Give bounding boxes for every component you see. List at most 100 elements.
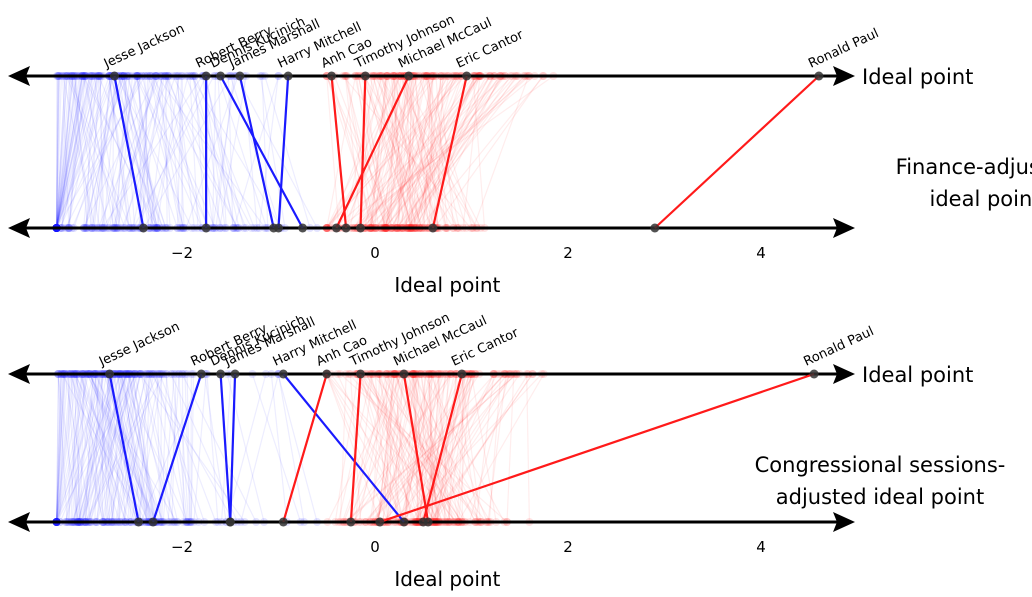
background-link: [151, 373, 235, 523]
background-link: [368, 75, 423, 229]
background-link: [55, 75, 83, 229]
background-link: [62, 75, 70, 229]
background-link: [108, 75, 129, 229]
background-link: [102, 373, 124, 523]
background-link: [360, 75, 449, 229]
background-link: [127, 373, 155, 523]
background-link: [385, 75, 448, 229]
background-link: [156, 373, 161, 523]
highlight-point-ideal: [356, 369, 366, 379]
background-link: [390, 75, 480, 229]
background-link: [357, 75, 457, 229]
background-link: [80, 373, 139, 523]
bottom-axis-label: adjusted ideal point: [776, 485, 984, 509]
background-link: [127, 75, 161, 229]
background-link: [410, 373, 498, 523]
background-link: [73, 373, 95, 523]
background-link: [55, 75, 66, 229]
background-link: [150, 75, 210, 229]
background-link: [389, 373, 392, 523]
background-link: [141, 75, 185, 229]
background-link: [79, 373, 85, 523]
background-link: [343, 373, 518, 523]
background-link: [55, 75, 68, 229]
background-link: [215, 75, 235, 229]
background-link: [159, 373, 217, 523]
background-link: [55, 373, 78, 523]
background-link: [55, 75, 59, 229]
background-link: [414, 75, 434, 229]
background-link: [55, 75, 87, 229]
background-link: [420, 373, 426, 523]
background-link: [277, 373, 305, 523]
background-link: [227, 75, 234, 229]
background-link: [326, 75, 397, 229]
background-link: [149, 75, 181, 229]
background-link: [402, 373, 455, 523]
background-link: [387, 75, 410, 229]
background-link: [177, 373, 190, 523]
background-link: [409, 75, 434, 229]
axis-arrow-right: [833, 218, 855, 238]
background-link: [439, 75, 455, 229]
background-link: [117, 75, 134, 229]
background-link: [136, 75, 207, 229]
highlight-point-adjusted: [138, 223, 148, 233]
background-link: [396, 373, 404, 523]
background-link: [194, 75, 206, 229]
background-link: [240, 373, 280, 523]
background-link: [103, 373, 131, 523]
background-link: [430, 373, 533, 523]
background-link: [73, 75, 125, 229]
background-link: [83, 75, 98, 229]
highlight-point-ideal: [196, 369, 206, 379]
background-link: [123, 373, 142, 523]
background-link: [333, 75, 506, 229]
background-link: [418, 373, 440, 523]
background-link: [390, 75, 468, 229]
background-link: [64, 373, 92, 523]
x-tick-label: 4: [756, 538, 766, 556]
background-link: [84, 75, 115, 229]
background-link: [352, 75, 481, 229]
background-link: [139, 373, 246, 523]
background-link: [55, 75, 66, 229]
background-link: [428, 75, 434, 229]
background-link: [426, 75, 437, 229]
highlight-link: [229, 373, 237, 523]
background-link: [73, 373, 81, 523]
axis-arrow-right: [833, 66, 855, 86]
background-link: [365, 373, 439, 523]
background-link: [78, 373, 127, 523]
background-link: [455, 373, 479, 523]
background-link: [374, 75, 389, 229]
highlight-point-adjusted: [428, 223, 438, 233]
background-link: [462, 75, 481, 229]
background-link: [61, 75, 94, 229]
background-link: [152, 373, 205, 523]
highlight-point-ideal: [216, 71, 226, 81]
background-link: [55, 75, 80, 229]
background-link: [393, 373, 516, 523]
background-link: [356, 75, 530, 229]
background-link: [55, 373, 72, 523]
background-link: [376, 373, 399, 523]
background-link: [357, 373, 402, 523]
background-link: [91, 75, 113, 229]
highlight-point-ideal: [109, 71, 119, 81]
background-link: [85, 75, 156, 229]
background-link: [370, 75, 413, 229]
background-link: [94, 373, 165, 523]
background-link: [428, 75, 481, 229]
background-link: [136, 373, 163, 523]
background-link: [334, 373, 359, 523]
background-link: [363, 75, 475, 229]
background-link: [396, 75, 413, 229]
background-link: [142, 373, 179, 523]
background-link: [364, 373, 495, 523]
background-link: [381, 75, 436, 229]
background-link: [55, 75, 71, 229]
background-link: [369, 373, 506, 523]
background-link: [82, 75, 159, 229]
